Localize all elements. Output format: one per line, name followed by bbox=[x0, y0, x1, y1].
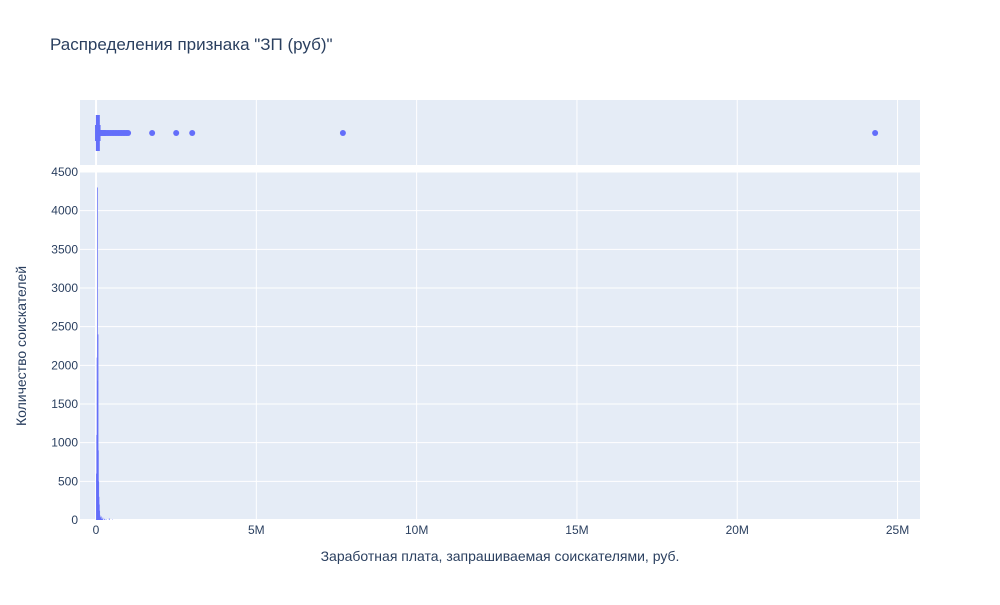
y-tick-label: 500 bbox=[58, 474, 78, 488]
y-tick-label: 2000 bbox=[51, 358, 78, 372]
y-tick-label: 1000 bbox=[51, 436, 78, 450]
y-tick-label: 2500 bbox=[51, 320, 78, 334]
x-tick-label: 0 bbox=[93, 523, 100, 537]
histogram-bar bbox=[102, 518, 103, 520]
chart-title: Распределения признака "ЗП (руб)" bbox=[50, 35, 333, 54]
y-tick-label: 0 bbox=[71, 513, 78, 527]
histogram-plot-area bbox=[80, 172, 920, 520]
y-axis-label: Количество соискателей bbox=[13, 266, 29, 426]
x-tick-label: 10M bbox=[405, 523, 428, 537]
boxplot-outlier-point bbox=[173, 130, 179, 136]
boxplot-outlier-point bbox=[149, 130, 155, 136]
y-tick-label: 4000 bbox=[51, 204, 78, 218]
histogram-bar bbox=[106, 519, 107, 520]
histogram-bar bbox=[109, 518, 110, 520]
y-tick-label: 1500 bbox=[51, 397, 78, 411]
boxplot-outlier-point bbox=[872, 130, 878, 136]
x-tick-label: 20M bbox=[726, 523, 749, 537]
x-axis-label: Заработная плата, запрашиваемая соискате… bbox=[321, 548, 680, 564]
x-tick-label: 5M bbox=[248, 523, 265, 537]
x-tick-label: 25M bbox=[886, 523, 909, 537]
boxplot-outlier-point bbox=[125, 130, 131, 136]
boxplot-outlier-point bbox=[189, 130, 195, 136]
boxplot-outlier-point bbox=[340, 130, 346, 136]
y-tick-label: 3000 bbox=[51, 281, 78, 295]
x-tick-label: 15M bbox=[565, 523, 588, 537]
y-tick-label: 3500 bbox=[51, 242, 78, 256]
y-tick-label: 4500 bbox=[51, 165, 78, 179]
histogram-bar bbox=[104, 519, 105, 520]
boxplot-plot-area bbox=[80, 100, 920, 165]
